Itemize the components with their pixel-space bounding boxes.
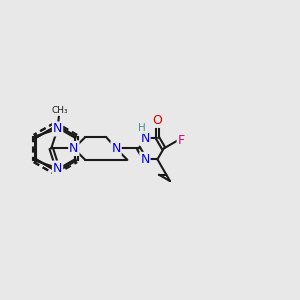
Text: H: H [138, 123, 146, 133]
Text: N: N [140, 153, 150, 166]
Text: O: O [152, 114, 162, 127]
Text: N: N [140, 132, 150, 145]
Text: CH₃: CH₃ [51, 106, 68, 115]
Text: N: N [53, 122, 62, 136]
Text: N: N [53, 161, 62, 175]
Text: N: N [111, 142, 121, 155]
Text: N: N [69, 142, 79, 155]
Text: F: F [178, 134, 185, 147]
